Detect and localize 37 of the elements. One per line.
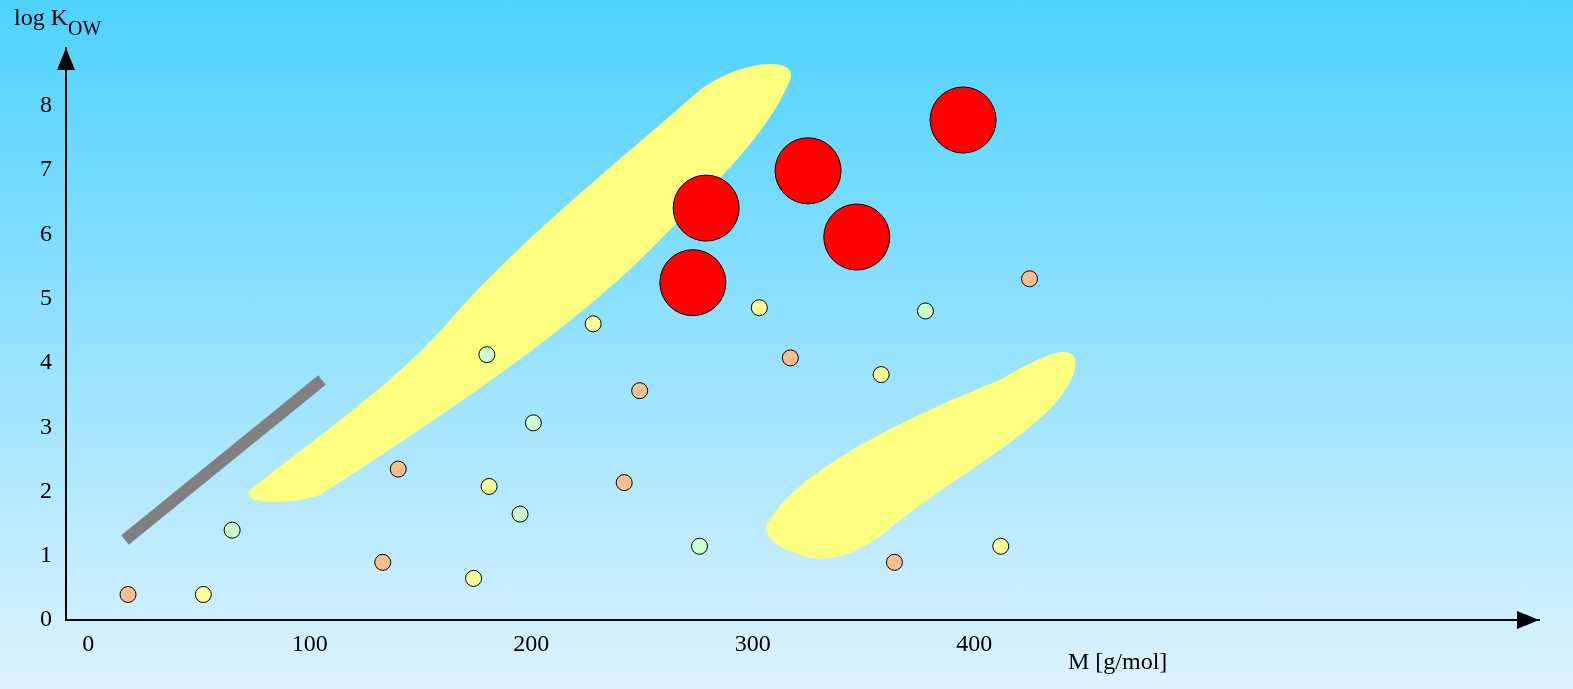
- point: [992, 537, 1010, 555]
- point: [1021, 270, 1039, 288]
- point: [389, 460, 407, 478]
- x-axis-title: M [g/mol]: [1068, 648, 1168, 675]
- y-axis-title: log K$_{OW}$: [14, 4, 102, 40]
- point: [691, 537, 708, 555]
- y-tick-label: 1: [40, 541, 52, 568]
- point: [524, 414, 542, 432]
- point: [223, 521, 241, 539]
- y-tick-label: 6: [40, 219, 52, 246]
- x-tick-label: 200: [513, 629, 550, 656]
- point: [480, 477, 498, 495]
- x-tick-label: 300: [734, 629, 771, 656]
- point: [119, 585, 137, 603]
- point: [478, 346, 496, 364]
- point: [916, 302, 934, 320]
- point: [511, 505, 529, 523]
- point: [885, 553, 903, 571]
- point: [615, 474, 633, 492]
- y-tick-label: 0: [40, 605, 52, 632]
- point: [781, 349, 799, 367]
- y-tick-label: 2: [40, 476, 52, 503]
- point: [872, 366, 890, 384]
- point: [631, 382, 649, 400]
- y-tick-label: 8: [40, 91, 52, 118]
- x-tick-label: 0: [82, 629, 95, 656]
- point: [374, 553, 392, 571]
- point: [194, 585, 212, 603]
- y-tick-label: 5: [40, 284, 52, 311]
- point: [465, 569, 483, 587]
- x-tick-label: 400: [956, 629, 993, 656]
- y-tick-label: 3: [40, 412, 52, 439]
- x-tick-label: 100: [291, 629, 328, 656]
- point: [750, 299, 768, 317]
- point: [584, 315, 602, 333]
- y-tick-label: 7: [40, 155, 52, 182]
- y-tick-label: 4: [40, 348, 52, 375]
